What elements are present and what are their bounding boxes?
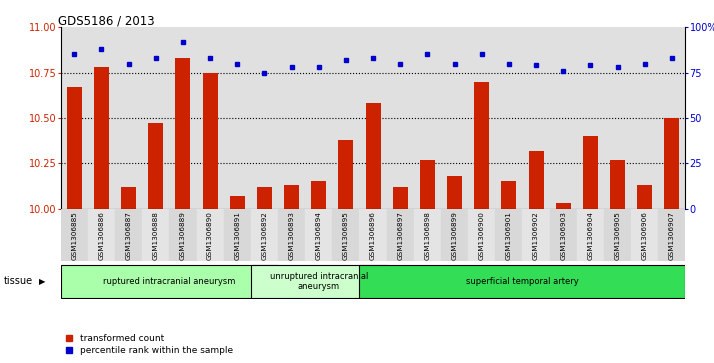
Bar xyxy=(94,67,109,209)
Text: GSM1306897: GSM1306897 xyxy=(397,211,403,260)
Bar xyxy=(169,209,196,261)
Bar xyxy=(88,209,115,261)
Bar xyxy=(359,209,387,261)
Text: GSM1306887: GSM1306887 xyxy=(126,211,131,260)
Bar xyxy=(468,209,496,261)
Text: GSM1306889: GSM1306889 xyxy=(180,211,186,260)
Bar xyxy=(447,176,462,209)
Bar xyxy=(501,182,516,209)
Text: GSM1306896: GSM1306896 xyxy=(370,211,376,260)
Text: GSM1306888: GSM1306888 xyxy=(153,211,159,260)
Bar xyxy=(523,209,550,261)
Bar xyxy=(555,203,570,209)
Bar xyxy=(223,209,251,261)
Text: GDS5186 / 2013: GDS5186 / 2013 xyxy=(58,14,154,27)
Text: GSM1306899: GSM1306899 xyxy=(451,211,458,260)
Text: GSM1306907: GSM1306907 xyxy=(669,211,675,260)
Bar xyxy=(550,209,577,261)
Bar xyxy=(196,209,223,261)
Bar xyxy=(631,209,658,261)
Text: GSM1306892: GSM1306892 xyxy=(261,211,268,260)
Bar xyxy=(115,209,142,261)
Text: GSM1306906: GSM1306906 xyxy=(642,211,648,260)
Text: unruptured intracranial
aneurysm: unruptured intracranial aneurysm xyxy=(270,272,368,291)
Bar xyxy=(149,123,164,209)
Text: GSM1306901: GSM1306901 xyxy=(506,211,512,260)
Bar xyxy=(583,136,598,209)
Bar xyxy=(284,185,299,209)
Bar xyxy=(496,209,523,261)
Bar xyxy=(366,103,381,209)
Bar xyxy=(393,187,408,209)
Bar xyxy=(658,209,685,261)
Bar xyxy=(305,209,332,261)
Bar xyxy=(278,209,305,261)
Text: GSM1306885: GSM1306885 xyxy=(71,211,77,260)
Bar xyxy=(332,209,359,261)
Bar xyxy=(359,265,685,298)
Text: GSM1306894: GSM1306894 xyxy=(316,211,322,260)
Bar xyxy=(61,209,88,261)
Bar xyxy=(311,182,326,209)
Bar xyxy=(577,209,604,261)
Bar xyxy=(121,187,136,209)
Text: GSM1306905: GSM1306905 xyxy=(615,211,620,260)
Bar xyxy=(441,209,468,261)
Bar xyxy=(338,140,353,209)
Bar xyxy=(203,73,218,209)
Bar xyxy=(474,82,489,209)
Text: GSM1306903: GSM1306903 xyxy=(560,211,566,260)
Text: GSM1306900: GSM1306900 xyxy=(478,211,485,260)
Text: GSM1306891: GSM1306891 xyxy=(234,211,240,260)
Bar xyxy=(251,265,387,298)
Bar xyxy=(257,187,272,209)
Text: GSM1306886: GSM1306886 xyxy=(99,211,104,260)
Bar xyxy=(67,87,81,209)
Bar xyxy=(420,160,435,209)
Bar xyxy=(528,151,543,209)
Bar xyxy=(610,160,625,209)
Bar xyxy=(61,265,278,298)
Text: GSM1306904: GSM1306904 xyxy=(588,211,593,260)
Bar xyxy=(176,58,191,209)
Text: ruptured intracranial aneurysm: ruptured intracranial aneurysm xyxy=(103,277,236,286)
Text: GSM1306893: GSM1306893 xyxy=(288,211,295,260)
Bar xyxy=(142,209,169,261)
Legend: transformed count, percentile rank within the sample: transformed count, percentile rank withi… xyxy=(65,334,233,355)
Bar xyxy=(665,118,679,209)
Bar xyxy=(604,209,631,261)
Text: GSM1306902: GSM1306902 xyxy=(533,211,539,260)
Text: GSM1306895: GSM1306895 xyxy=(343,211,349,260)
Text: GSM1306890: GSM1306890 xyxy=(207,211,213,260)
Bar xyxy=(230,196,245,209)
Bar xyxy=(387,209,414,261)
Text: superficial temporal artery: superficial temporal artery xyxy=(466,277,579,286)
Bar xyxy=(637,185,652,209)
Text: GSM1306898: GSM1306898 xyxy=(424,211,431,260)
Bar xyxy=(414,209,441,261)
Text: ▶: ▶ xyxy=(39,277,46,286)
Bar xyxy=(251,209,278,261)
Text: tissue: tissue xyxy=(4,276,33,286)
